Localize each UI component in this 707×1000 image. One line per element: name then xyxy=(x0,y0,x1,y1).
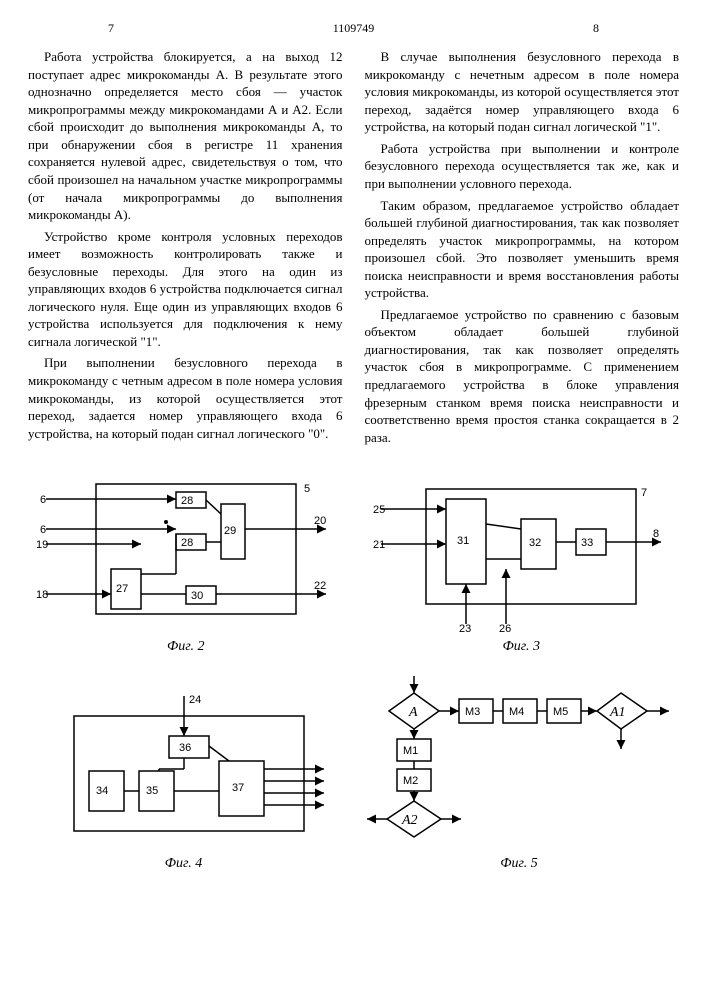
svg-text:М4: М4 xyxy=(509,706,524,718)
right-p3: Таким образом, предлагаемое устройство о… xyxy=(365,197,680,302)
right-p1: В случае выполнения безусловного переход… xyxy=(365,48,680,136)
svg-text:8: 8 xyxy=(653,528,659,540)
right-p4: Предлагаемое устройство по сравнению с б… xyxy=(365,306,680,446)
fig5: А М3 М4 М5 А1 М1 М2 xyxy=(359,671,679,874)
fig4-caption: Фиг. 4 xyxy=(28,855,339,874)
svg-text:26: 26 xyxy=(499,623,511,634)
svg-text:36: 36 xyxy=(179,742,191,754)
svg-text:М2: М2 xyxy=(403,775,418,787)
svg-text:М5: М5 xyxy=(553,706,568,718)
svg-text:35: 35 xyxy=(146,785,158,797)
svg-text:21: 21 xyxy=(373,539,385,551)
svg-text:А1: А1 xyxy=(609,705,626,720)
fig2: 5 6 6 19 18 27 28 28 29 20 xyxy=(28,474,344,657)
svg-text:6: 6 xyxy=(40,524,46,536)
svg-text:20: 20 xyxy=(314,515,326,527)
page-header: 7 1109749 8 xyxy=(28,20,679,36)
svg-text:32: 32 xyxy=(529,537,541,549)
svg-text:18: 18 xyxy=(36,589,48,601)
doc-number: 1109749 xyxy=(333,20,375,36)
fig5-caption: Фиг. 5 xyxy=(359,855,679,874)
svg-text:6: 6 xyxy=(40,494,46,506)
svg-text:27: 27 xyxy=(116,583,128,595)
fig2-caption: Фиг. 2 xyxy=(28,638,344,657)
svg-text:19: 19 xyxy=(36,539,48,551)
svg-text:23: 23 xyxy=(459,623,471,634)
svg-text:А2: А2 xyxy=(401,813,418,828)
svg-text:5: 5 xyxy=(304,483,310,495)
svg-text:7: 7 xyxy=(641,487,647,499)
svg-text:30: 30 xyxy=(191,590,203,602)
svg-text:24: 24 xyxy=(189,694,201,706)
left-p1: Работа устройства блокируется, а на выхо… xyxy=(28,48,343,223)
svg-text:33: 33 xyxy=(581,537,593,549)
page-num-left: 7 xyxy=(108,20,114,36)
left-column: Работа устройства блокируется, а на выхо… xyxy=(28,48,343,450)
svg-text:31: 31 xyxy=(457,535,469,547)
fig3-caption: Фиг. 3 xyxy=(364,638,680,657)
svg-text:22: 22 xyxy=(314,580,326,592)
left-p3: При выполнении безусловного перехода в м… xyxy=(28,354,343,442)
right-column: В случае выполнения безусловного переход… xyxy=(365,48,680,450)
page-num-right: 8 xyxy=(593,20,599,36)
text-columns: Работа устройства блокируется, а на выхо… xyxy=(28,48,679,450)
figures: 5 6 6 19 18 27 28 28 29 20 xyxy=(28,474,679,874)
svg-text:А: А xyxy=(408,705,418,720)
left-p2: Устройство кроме контроля условных перех… xyxy=(28,228,343,351)
svg-text:28: 28 xyxy=(181,495,193,507)
svg-text:29: 29 xyxy=(224,525,236,537)
right-p2: Работа устройства при выполнении и контр… xyxy=(365,140,680,193)
svg-text:М1: М1 xyxy=(403,745,418,757)
fig3: 7 25 21 23 26 31 32 33 8 Фиг. 3 xyxy=(364,474,680,657)
fig4: 24 36 34 35 37 Фиг. 4 xyxy=(28,691,339,874)
svg-text:25: 25 xyxy=(373,504,385,516)
svg-text:28: 28 xyxy=(181,537,193,549)
svg-text:37: 37 xyxy=(232,782,244,794)
svg-text:34: 34 xyxy=(96,785,108,797)
svg-text:М3: М3 xyxy=(465,706,480,718)
